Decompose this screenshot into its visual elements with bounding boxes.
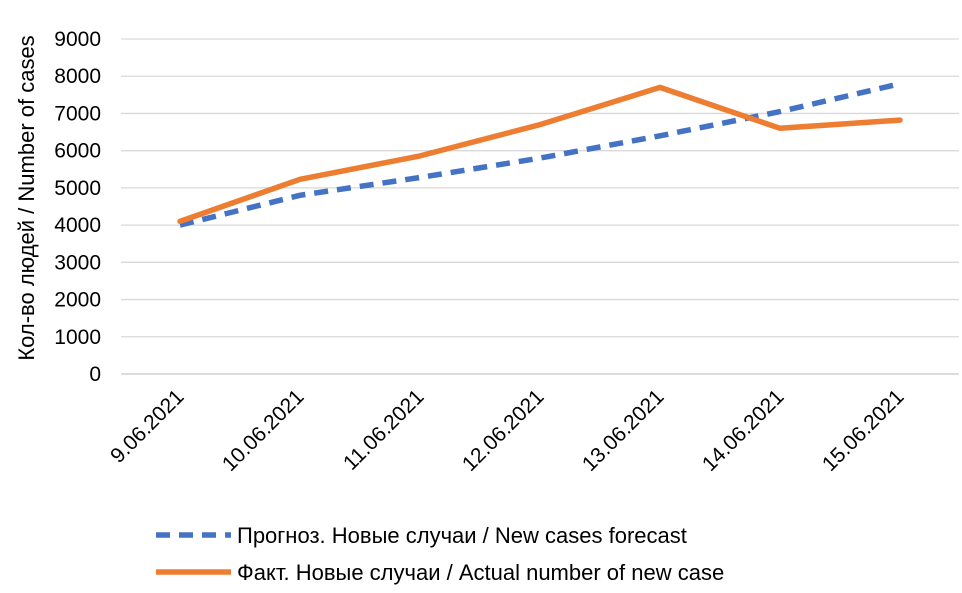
y-tick-label: 1000: [54, 326, 101, 349]
y-tick-label: 8000: [54, 65, 101, 88]
series-line-actual: [177, 84, 903, 225]
y-tick-label: 3000: [54, 251, 101, 274]
series-line-forecast: [179, 81, 901, 228]
legend-label: Прогноз. Новые случаи / New cases foreca…: [237, 523, 687, 548]
y-tick-label: 6000: [54, 140, 101, 163]
x-tick-label: 9.06.2021: [106, 385, 188, 467]
y-axis-title: Кол-во людей / Number of cases: [14, 35, 39, 360]
legend-label: Факт. Новые случаи / Actual number of ne…: [237, 560, 724, 585]
y-tick-label: 2000: [54, 289, 101, 312]
y-tick-label: 0: [89, 363, 101, 386]
legend: Прогноз. Новые случаи / New cases foreca…: [156, 523, 724, 585]
x-tick-label: 10.06.2021: [218, 385, 309, 476]
y-tick-label: 4000: [54, 214, 101, 237]
y-tick-label: 5000: [54, 177, 101, 200]
x-tick-label: 13.06.2021: [578, 385, 669, 476]
y-tick-label: 7000: [54, 102, 101, 125]
x-tick-label: 14.06.2021: [698, 385, 789, 476]
x-tick-labels: 9.06.2021 10.06.2021 11.06.2021 12.06.2021 1…: [106, 385, 908, 476]
x-tick-label: 11.06.2021: [339, 385, 428, 474]
x-tick-label: 15.06.2021: [818, 385, 909, 476]
grid-lines: [121, 38, 959, 375]
series-lines: [177, 81, 903, 228]
y-tick-label: 9000: [54, 28, 101, 51]
x-tick-label: 12.06.2021: [458, 385, 549, 476]
y-tick-labels: 0 1000 2000 3000 4000 5000 6000 7000 8000 9000: [54, 28, 101, 386]
